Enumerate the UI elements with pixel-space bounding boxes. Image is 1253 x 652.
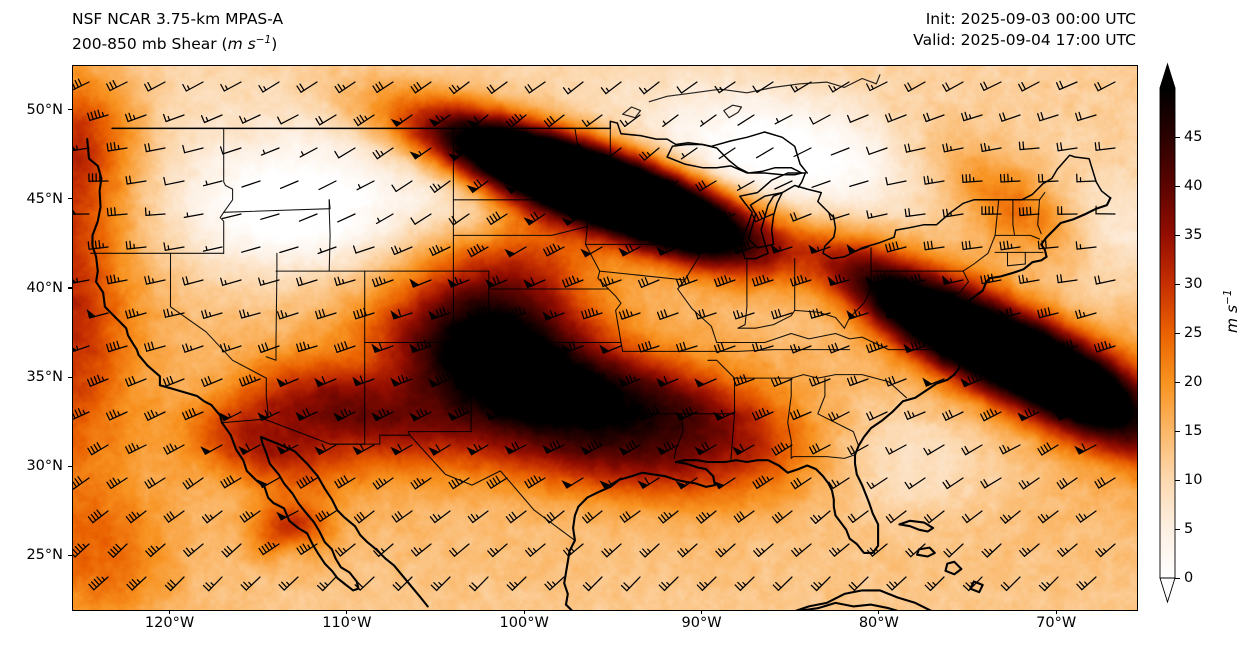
y-tick-label: 45°N <box>26 190 63 207</box>
colorbar-tick-mark <box>1175 431 1180 433</box>
colorbar-tick-mark <box>1175 284 1180 286</box>
colorbar-body <box>1159 87 1176 579</box>
colorbar: 0 5 10 15 20 25 30 35 40 45 <box>1159 62 1202 604</box>
colorbar-gradient <box>1159 62 1176 604</box>
field-units-exponent: −1 <box>255 34 272 46</box>
model-name-line: NSF NCAR 3.75-km MPAS-A <box>72 10 284 28</box>
colorbar-over-arrow <box>1159 62 1176 89</box>
colorbar-tick-label: 45 <box>1184 129 1203 145</box>
field-units-close: ) <box>271 35 278 54</box>
x-tick-mark <box>701 610 703 614</box>
y-tick-mark <box>67 376 72 378</box>
colorbar-tick-label: 15 <box>1184 423 1203 439</box>
y-tick-mark <box>67 287 72 289</box>
valid-time-label: Valid: 2025-09-04 17:00 UTC <box>913 31 1136 49</box>
map-plot-area <box>72 65 1138 611</box>
colorbar-tick-mark <box>1175 235 1180 237</box>
colorbar-tick-label: 10 <box>1184 472 1203 488</box>
colorbar-units-m: m s <box>1223 304 1242 333</box>
colorbar-tick-mark <box>1175 480 1180 482</box>
y-tick-label: 35°N <box>26 369 63 386</box>
field-units-m: m s <box>227 35 256 54</box>
x-tick-label: 100°W <box>499 615 549 631</box>
x-tick-label: 120°W <box>144 615 195 631</box>
x-tick-label: 90°W <box>681 615 722 631</box>
colorbar-tick-label: 5 <box>1184 521 1194 537</box>
x-tick-mark <box>346 610 348 614</box>
y-tick-label: 30°N <box>26 458 63 475</box>
colorbar-tick-label: 25 <box>1184 325 1203 341</box>
colorbar-under-arrow <box>1159 577 1176 604</box>
colorbar-tick-mark <box>1175 578 1180 580</box>
y-tick-label: 25°N <box>26 547 63 564</box>
field-name-line: 200-850 mb Shear (m s−1) <box>72 30 283 55</box>
x-tick-label: 110°W <box>322 615 372 631</box>
x-tick-mark <box>878 610 880 614</box>
colorbar-units-exponent: −1 <box>1222 289 1234 305</box>
x-tick-label: 70°W <box>1036 615 1077 631</box>
y-tick-mark <box>67 198 72 200</box>
colorbar-tick-mark <box>1175 529 1180 531</box>
colorbar-tick-mark <box>1175 186 1180 188</box>
y-tick-mark <box>67 465 72 467</box>
y-tick-label: 40°N <box>26 279 63 296</box>
colorbar-tick-mark <box>1175 137 1180 139</box>
field-name-text: 200-850 mb Shear ( <box>72 35 228 54</box>
wind-barb-layer <box>73 78 1116 592</box>
init-time-label: Init: 2025-09-03 00:00 UTC <box>925 10 1136 28</box>
x-tick-label: 80°W <box>858 615 899 631</box>
colorbar-tick-label: 40 <box>1184 178 1203 194</box>
colorbar-tick-mark <box>1175 333 1180 335</box>
x-tick-mark <box>169 610 171 614</box>
timestamp-block: Init: 2025-09-03 00:00 UTC Valid: 2025-0… <box>913 9 1136 51</box>
colorbar-tick-label: 20 <box>1184 374 1203 390</box>
y-tick-label: 50°N <box>26 101 63 118</box>
x-tick-mark <box>1055 610 1057 614</box>
x-tick-mark <box>523 610 525 614</box>
geography-layer <box>86 74 1112 610</box>
colorbar-tick-label: 35 <box>1184 227 1203 243</box>
figure-title-block: NSF NCAR 3.75-km MPAS-A 200-850 mb Shear… <box>72 9 283 55</box>
colorbar-tick-label: 30 <box>1184 276 1203 292</box>
colorbar-units-label: m s−1 <box>1222 289 1241 333</box>
y-tick-mark <box>67 554 72 557</box>
y-tick-mark <box>67 109 72 111</box>
colorbar-tick-label: 0 <box>1184 570 1194 586</box>
colorbar-tick-mark <box>1175 382 1180 384</box>
